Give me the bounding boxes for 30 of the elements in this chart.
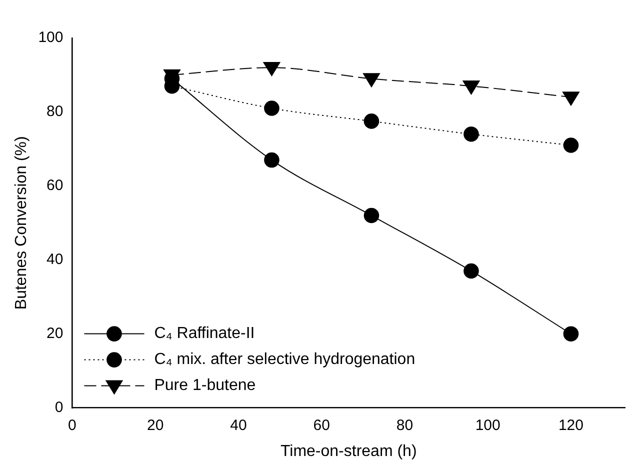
point [363,73,380,88]
legend-label: C₄ mix. after selective hydrogenation [154,351,416,368]
point [462,80,480,94]
x-tick-label: 100 [475,416,500,434]
y-tick-label: 40 [46,251,64,268]
point [563,138,579,153]
point [264,152,280,168]
legend-label: Pure 1-butene [154,377,256,394]
point [562,92,580,106]
x-tick-label: 0 [68,416,76,434]
x-tick-label: 60 [313,416,330,434]
x-tick-label: 80 [396,416,414,434]
x-axis-title: Time-on-stream (h) [280,442,417,460]
point [464,263,479,279]
point [563,326,579,342]
y-tick-label: 100 [38,29,64,46]
y-tick-label: 60 [46,177,64,194]
legend-label: C₄ Raffinate-II [154,325,255,342]
x-tick-label: 120 [558,416,584,434]
y-axis-title: Butenes Conversion (%) [13,136,30,310]
x-tick-label: 40 [230,416,247,434]
point [263,62,280,76]
x-tick-label: 20 [147,416,164,434]
point [264,100,280,116]
point [464,126,479,142]
point [364,114,380,129]
y-tick-label: 80 [46,103,64,120]
y-tick-label: 0 [54,398,64,416]
point [364,208,380,224]
y-tick-label: 20 [46,324,64,342]
